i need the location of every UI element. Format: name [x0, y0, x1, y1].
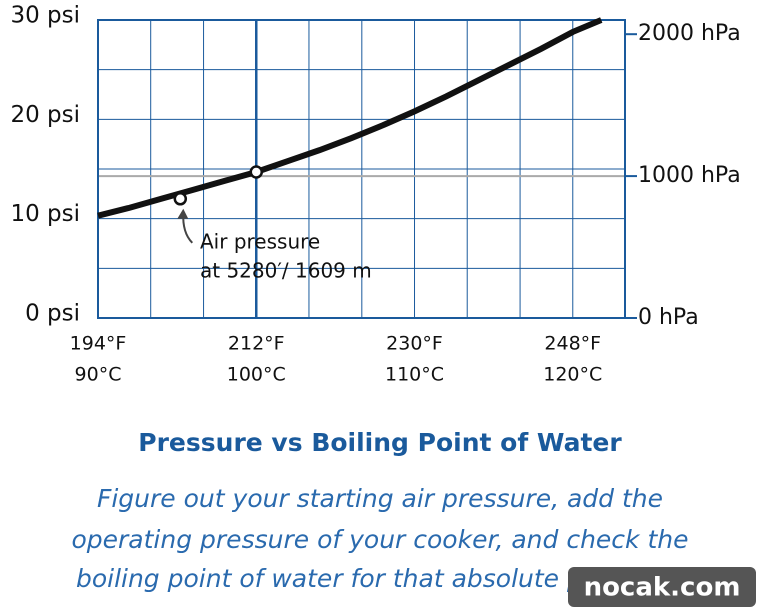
y-tick-label: 20 psi	[10, 102, 80, 128]
x-tick-label: 110°C	[385, 364, 444, 386]
plot-frame	[97, 19, 626, 319]
x-tick-label: 248°F	[544, 333, 601, 355]
y2-tick-label: 1000 hPa	[638, 163, 741, 188]
x-tick-label: 100°C	[227, 364, 286, 386]
chart-title: Pressure vs Boiling Point of Water	[138, 428, 622, 457]
marker	[249, 165, 264, 179]
watermark-bg	[568, 567, 756, 607]
y-tick-label: 10 psi	[10, 201, 80, 227]
marker	[173, 192, 188, 206]
y2-tick-label: 2000 hPa	[638, 21, 741, 46]
annotation: at 5280′/ 1609 m	[200, 259, 372, 283]
x-tick-label: 90°C	[75, 364, 122, 386]
caption-line: operating pressure of your cooker, and c…	[71, 525, 688, 554]
y-tick-label: 0 psi	[25, 301, 80, 327]
annotation-arrowhead	[177, 208, 189, 219]
x-tick-label: 120°C	[543, 364, 602, 386]
y2-tick-label: 0 hPa	[638, 305, 699, 330]
watermark: nocak.com	[584, 573, 741, 603]
x-tick-label: 194°F	[70, 333, 127, 355]
x-tick-label: 230°F	[386, 333, 443, 355]
x-tick-label: 212°F	[228, 333, 285, 355]
y-tick-label: 30 psi	[10, 3, 80, 29]
annotation: Air pressure	[200, 230, 320, 254]
caption-line: Figure out your starting air pressure, a…	[97, 484, 663, 513]
